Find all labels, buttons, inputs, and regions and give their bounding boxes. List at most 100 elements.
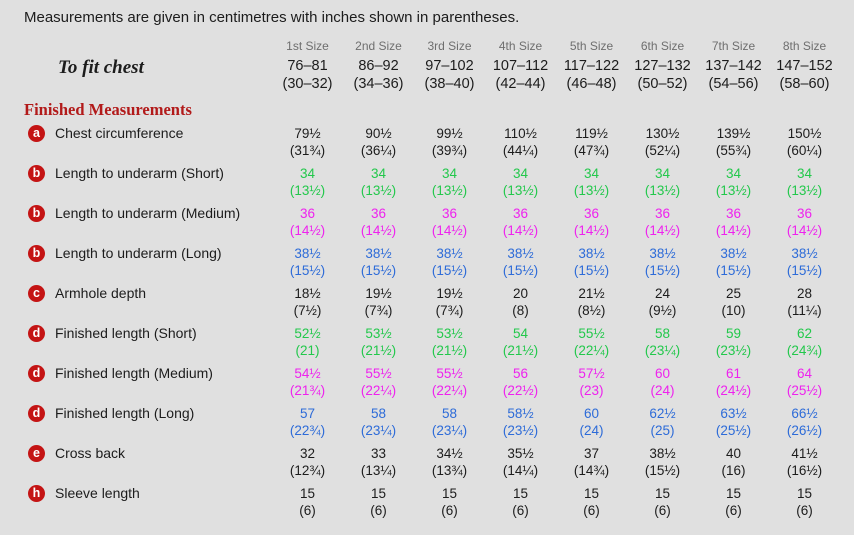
cm-value: 40 [725, 446, 742, 461]
inch-value: (38–40) [424, 76, 475, 92]
inch-value: (25) [650, 423, 675, 438]
measurement-value-cell: 38½ (15½) [272, 245, 343, 279]
measurement-value-cell: 19½ (7¾) [343, 285, 414, 319]
cm-value: 20 [512, 286, 529, 301]
row-label: Finished length (Short) [55, 325, 197, 341]
measurement-value-cell: 55½ (22¼) [556, 325, 627, 359]
cm-value: 38½ [720, 246, 747, 261]
inch-value: (15½) [715, 263, 752, 278]
measurement-value-cell: 38½ (15½) [485, 245, 556, 279]
cm-value: 24 [654, 286, 671, 301]
cm-value: 38½ [649, 246, 676, 261]
inch-value: (7½) [293, 303, 322, 318]
measurement-value-cell: 34 (13½) [485, 165, 556, 199]
cm-value: 107–112 [492, 58, 549, 74]
cm-value: 35½ [507, 446, 534, 461]
measurement-value-cell: 79½ (31¾) [272, 125, 343, 159]
measurement-value-cell: 18½ (7½) [272, 285, 343, 319]
table-row: b Length to underarm (Long) 38½ (15½) 38½ (15… [24, 245, 854, 279]
measurement-value-cell: 107–112 (42–44) [485, 57, 556, 93]
inch-value: (21½) [360, 343, 397, 358]
measurement-value-cell: 38½ (15½) [769, 245, 840, 279]
cm-value: 99½ [436, 126, 463, 141]
cm-value: 53½ [365, 326, 392, 341]
measurement-value-cell: 57 (22¾) [272, 405, 343, 439]
measurement-value-cell: 38½ (15½) [698, 245, 769, 279]
inch-value: (15½) [644, 263, 681, 278]
inch-value: (15½) [573, 263, 610, 278]
cm-value: 41½ [791, 446, 818, 461]
row-label: Cross back [55, 445, 126, 461]
cm-value: 61 [725, 366, 742, 381]
inch-value: (15½) [502, 263, 539, 278]
inch-value: (24) [650, 383, 675, 398]
inch-value: (12¾) [289, 463, 326, 478]
measurement-value-cell: 110½ (44¼) [485, 125, 556, 159]
cm-value: 32 [299, 446, 316, 461]
inch-value: (13½) [573, 183, 610, 198]
size-column-header: 4th Size [498, 39, 543, 53]
measurement-value-cell: 119½ (47¾) [556, 125, 627, 159]
inch-value: (26½) [786, 423, 823, 438]
measurement-value-cell: 57½ (23) [556, 365, 627, 399]
cm-value: 52½ [294, 326, 321, 341]
inch-value: (22¼) [431, 383, 468, 398]
measurement-value-cell: 21½ (8½) [556, 285, 627, 319]
inch-value: (10) [721, 303, 746, 318]
cm-value: 147–152 [776, 58, 833, 74]
row-label: Armhole depth [55, 285, 147, 301]
measurement-value-cell: 55½ (22¼) [343, 365, 414, 399]
measurement-value-cell: 34 (13½) [414, 165, 485, 199]
inch-value: (23) [579, 383, 604, 398]
row-label-cell: e Cross back [24, 445, 272, 463]
measurement-value-cell: 37 (14¾) [556, 445, 627, 479]
inch-value: (52¼) [644, 143, 681, 158]
measurement-rows: a Chest circumference 79½ (31¾) 90½ (36¼) 99½ (… [24, 125, 854, 519]
measurement-value-cell: 40 (16) [698, 445, 769, 479]
table-row: a Chest circumference 79½ (31¾) 90½ (36¼) 99½ (… [24, 125, 854, 159]
row-badge-a: a [28, 125, 45, 142]
row-badge-d: d [28, 365, 45, 382]
measurement-value-cell: 90½ (36¼) [343, 125, 414, 159]
inch-value: (22¼) [573, 343, 610, 358]
cm-value: 34 [370, 166, 387, 181]
inch-value: (6) [654, 503, 671, 518]
row-label: Chest circumference [55, 125, 184, 141]
inch-value: (23¼) [360, 423, 397, 438]
cm-value: 79½ [294, 126, 321, 141]
inch-value: (54–56) [708, 76, 759, 92]
measurement-value-cell: 36 (14½) [414, 205, 485, 239]
measurement-value-cell: 15 (6) [343, 485, 414, 519]
inch-value: (7¾) [364, 303, 393, 318]
table-row: b Length to underarm (Medium) 36 (14½) 36 (14… [24, 205, 854, 239]
inch-value: (13½) [502, 183, 539, 198]
cm-value: 60 [654, 366, 671, 381]
inch-value: (22¾) [289, 423, 326, 438]
cm-value: 64 [796, 366, 813, 381]
cm-value: 137–142 [705, 58, 762, 74]
inch-value: (6) [512, 503, 529, 518]
inch-value: (16½) [786, 463, 823, 478]
size-column-header: 3rd Size [427, 39, 472, 53]
cm-value: 34 [299, 166, 316, 181]
cm-value: 28 [796, 286, 813, 301]
measurement-value-cell: 38½ (15½) [556, 245, 627, 279]
cm-value: 15 [654, 486, 671, 501]
measurement-value-cell: 15 (6) [627, 485, 698, 519]
cm-value: 21½ [578, 286, 605, 301]
inch-value: (24) [579, 423, 604, 438]
cm-value: 38½ [436, 246, 463, 261]
inch-value: (6) [370, 503, 387, 518]
measurement-value-cell: 58½ (23½) [485, 405, 556, 439]
inch-value: (55¾) [715, 143, 752, 158]
cm-value: 34½ [436, 446, 463, 461]
cm-value: 119½ [575, 126, 608, 141]
inch-value: (60¼) [786, 143, 823, 158]
measurement-value-cell: 35½ (14¼) [485, 445, 556, 479]
cm-value: 36 [370, 206, 387, 221]
inch-value: (6) [583, 503, 600, 518]
cm-value: 15 [370, 486, 387, 501]
row-badge-e: e [28, 445, 45, 462]
size-column-header: 1st Size [286, 39, 329, 53]
cm-value: 55½ [436, 366, 463, 381]
